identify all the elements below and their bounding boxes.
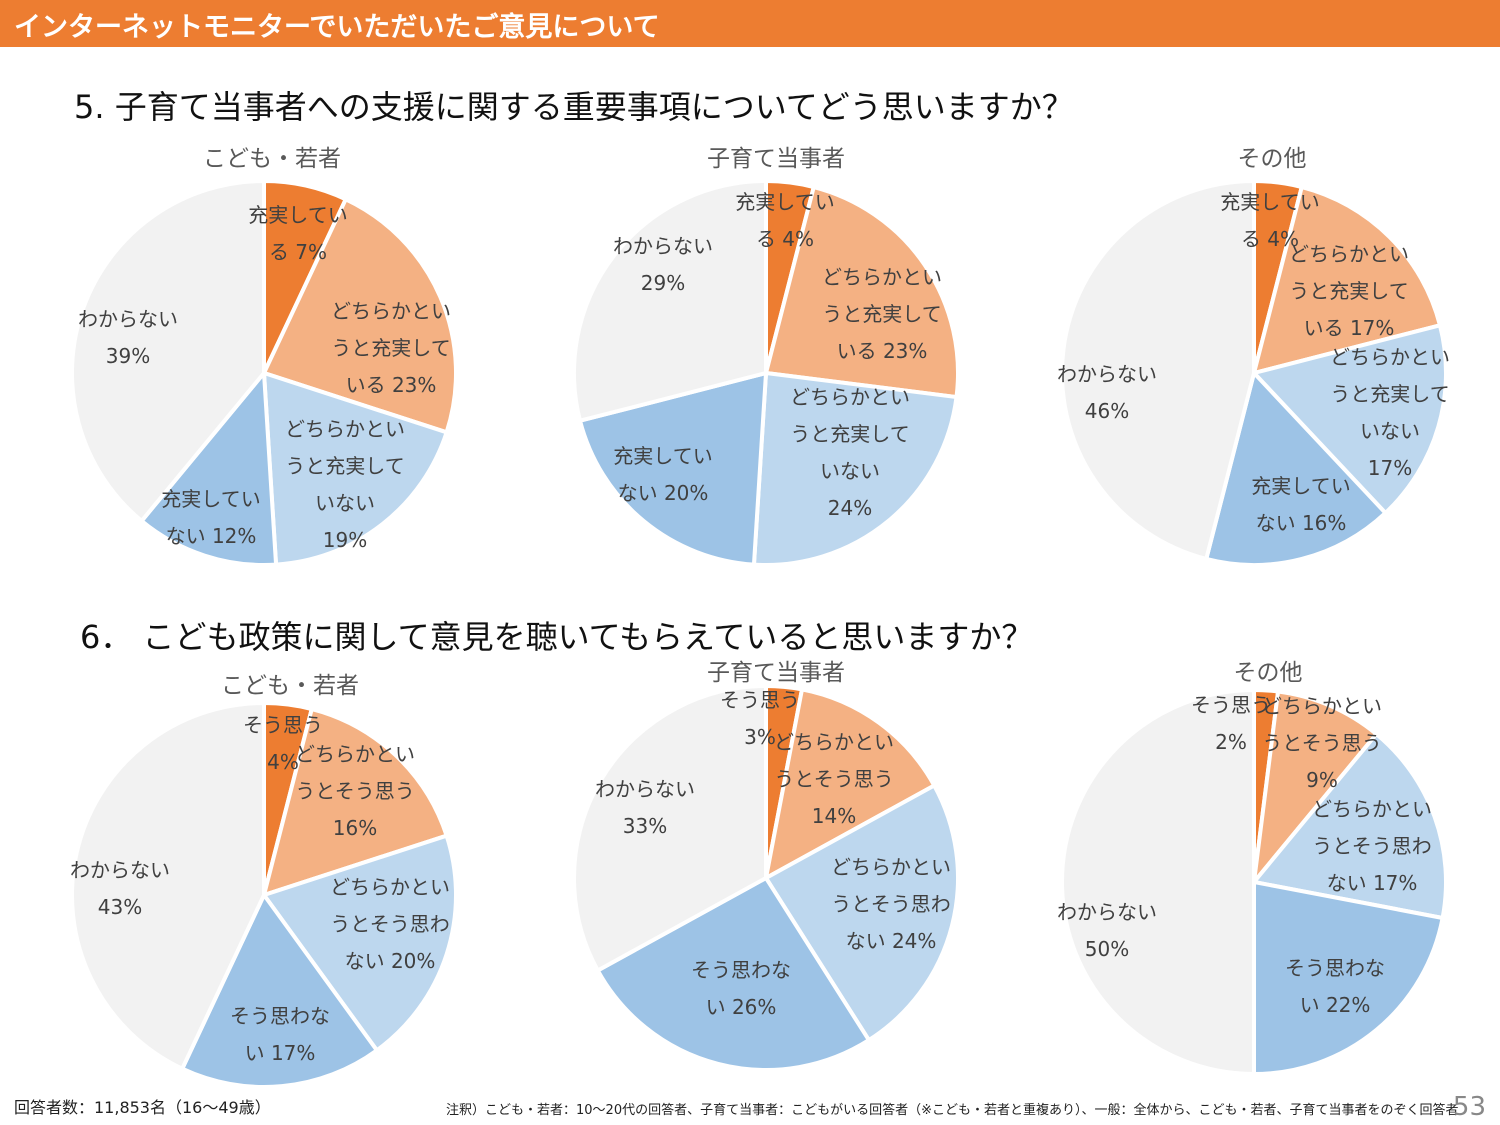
slice-label: どちらかというとそう思う 14%	[774, 730, 894, 828]
slice-label: どちらかというと充実していない 19%	[285, 417, 405, 552]
chart-title: こども・若者	[221, 673, 359, 699]
pie-slice	[572, 179, 768, 423]
pie-slice	[70, 701, 266, 1071]
slice-label: どちらかというと充実していない 17%	[1330, 345, 1450, 480]
pie-slice	[578, 371, 768, 567]
slice-label: 充実している 7%	[248, 203, 347, 264]
pie-slice	[1252, 732, 1448, 920]
slice-label: 充実している 4%	[735, 190, 834, 251]
pie-slice	[1060, 179, 1256, 561]
pie-slice	[1204, 371, 1388, 567]
pie-slice	[1060, 688, 1256, 1076]
pie-slice	[595, 876, 871, 1072]
chart-title: 子育て当事者	[707, 660, 845, 686]
slice-label: 充実していない 16%	[1251, 474, 1350, 535]
slice-label: そう思わない 22%	[1285, 956, 1385, 1017]
pie-slice	[1252, 185, 1442, 375]
pie-slice	[1252, 323, 1448, 515]
pie-slice	[180, 893, 379, 1089]
pie-slice	[139, 371, 279, 567]
slice-label: どちらかというと充実している 23%	[331, 299, 451, 397]
slice-label: わからない 46%	[1057, 362, 1157, 423]
chart-title: 子育て当事者	[707, 146, 845, 172]
pie-slice	[751, 371, 959, 567]
slice-label: どちらかというと充実している 17%	[1289, 242, 1409, 340]
slice-label: どちらかというとそう思わない 20%	[330, 875, 450, 973]
question-5-title: 5. 子育て当事者への支援に関する重要事項についてどう思いますか？	[74, 88, 1074, 126]
slice-label: どちらかというとそう思わない 17%	[1312, 797, 1432, 895]
slice-label: どちらかというとそう思わない 24%	[831, 855, 951, 953]
chart-title: その他	[1234, 660, 1303, 686]
slice-label: わからない 33%	[595, 777, 695, 838]
slice-label: どちらかというとそう思う 9%	[1262, 694, 1382, 792]
slice-label: そう思う 4%	[243, 713, 323, 774]
question-6-title: 6． こども政策に関して意見を聴いてもらえていると思いますか？	[80, 618, 1034, 656]
page-number: 53	[1452, 1092, 1486, 1122]
slice-label: どちらかというと充実していない 24%	[790, 385, 910, 520]
pie-slice	[764, 687, 937, 880]
header-banner: インターネットモニターでいただいたご意見について	[0, 0, 1500, 47]
chart-title: その他	[1238, 146, 1307, 172]
slice-label: どちらかというと充実している 23%	[822, 265, 942, 363]
chart-title: こども・若者	[203, 146, 341, 172]
slice-label: そう思う 2%	[1191, 693, 1271, 754]
slice-label: そう思う 3%	[720, 688, 800, 749]
pie-slice	[262, 833, 458, 1053]
pie-slice	[764, 783, 960, 1043]
slice-label: どちらかというとそう思う 16%	[295, 742, 415, 840]
slice-label: 充実している 4%	[1220, 190, 1319, 251]
slice-label: 充実していない 20%	[613, 444, 712, 505]
slice-label: そう思わない 26%	[691, 958, 791, 1019]
pie-slice	[764, 185, 960, 400]
slice-label: そう思わない 17%	[230, 1004, 330, 1065]
slice-label: わからない 29%	[613, 234, 713, 295]
footnote: 注釈）こども・若者：10～20代の回答者、子育て当事者：こどもがいる回答者（※こ…	[446, 1103, 1459, 1118]
slice-label: わからない 43%	[70, 858, 170, 919]
pie-slice	[70, 179, 266, 523]
slice-label: わからない 39%	[78, 307, 178, 368]
pie-slice	[262, 371, 449, 567]
slice-label: 充実していない 12%	[161, 487, 260, 548]
slice-label: わからない 50%	[1057, 900, 1157, 961]
pie-slice	[1252, 689, 1379, 884]
pie-slice	[1252, 880, 1445, 1076]
respondent-count: 回答者数：11,853名（16～49歳）	[14, 1098, 271, 1117]
pie-slice	[572, 684, 768, 973]
pie-slice	[262, 197, 458, 435]
